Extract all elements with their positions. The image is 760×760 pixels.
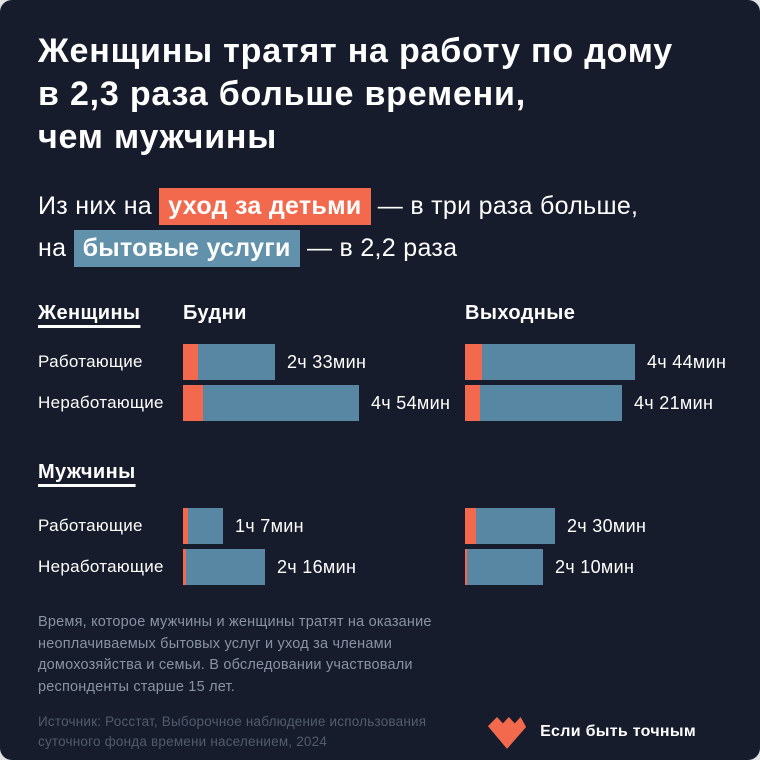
men-header-row: Мужчины [38,461,722,484]
childcare-segment [465,508,476,544]
childcare-segment [183,385,203,421]
value-label: 4ч 21мин [634,392,714,413]
bar-women-nonworking-weekend [465,385,622,421]
row-label: Неработающие [38,393,164,412]
footer-row: Источник: Росстат, Выборочное наблюдение… [38,712,722,752]
household-segment [476,508,555,544]
childcare-segment [183,344,198,380]
brand-label: Если быть точным [540,723,696,740]
methodology-note: Время, которое мужчины и женщины тратят … [38,614,432,695]
household-segment [198,344,275,380]
subtitle-line2-pre: на [38,234,74,262]
women-header-row: Женщины Будни Выходные [38,302,722,325]
subtitle-line2-post: — в 2,2 раза [299,234,458,262]
bar-row-men-nonworking: Неработающие 2ч 16мин 2ч 10мин [38,549,722,585]
row-label: Работающие [38,352,143,371]
bar-men-nonworking-weekend [465,549,543,585]
bar-women-working-weekend [465,344,635,380]
household-segment [188,508,223,544]
bar-row-women-nonworking: Неработающие 4ч 54мин 4ч 21мин [38,385,722,421]
value-label: 2ч 10мин [555,556,635,577]
subtitle-line1-pre: Из них на [38,192,160,220]
bar-men-working-weekend [465,508,555,544]
childcare-segment [183,549,186,585]
value-label: 2ч 16мин [277,556,357,577]
household-segment [482,344,635,380]
group-title-women: Женщины [38,302,141,324]
page-title: Женщины тратят на работу по дому в 2,3 р… [38,32,673,156]
heart-icon [487,714,527,751]
value-label: 2ч 30мин [567,515,647,536]
bar-row-men-working: Работающие 1ч 7мин 2ч 30мин [38,508,722,544]
column-title-weekday: Будни [183,302,247,324]
childcare-segment [465,549,467,585]
household-segment [186,549,265,585]
bar-row-women-working: Работающие 2ч 33мин 4ч 44мин [38,344,726,380]
row-label: Работающие [38,516,143,535]
subtitle: Из них на уход за детьми — в три раза бо… [38,185,722,269]
bar-men-nonworking-weekday [183,549,265,585]
bar-women-working-weekday [183,344,275,380]
group-title-men: Мужчины [38,461,136,483]
household-highlight-chip: бытовые услуги [73,230,300,267]
bar-chart: Женщины Будни Выходные Работающие 2ч 33м… [38,302,726,585]
row-label: Неработающие [38,557,164,576]
value-label: 4ч 54мин [371,392,451,413]
subtitle-line1-post: — в три раза больше, [370,192,639,220]
childcare-segment [183,508,188,544]
source-text: Источник: Росстат, Выборочное наблюдение… [38,714,427,749]
childcare-highlight-chip: уход за детьми [159,188,371,225]
household-segment [203,385,359,421]
childcare-segment [465,385,480,421]
household-segment [467,549,543,585]
value-label: 1ч 7мин [235,515,304,536]
column-title-weekend: Выходные [465,302,576,324]
household-segment [480,385,622,421]
childcare-segment [465,344,482,380]
bar-women-nonworking-weekday [183,385,359,421]
value-label: 2ч 33мин [287,351,367,372]
value-label: 4ч 44мин [647,351,727,372]
bar-men-working-weekday [183,508,223,544]
brand-logo: Если быть точным [487,714,722,751]
